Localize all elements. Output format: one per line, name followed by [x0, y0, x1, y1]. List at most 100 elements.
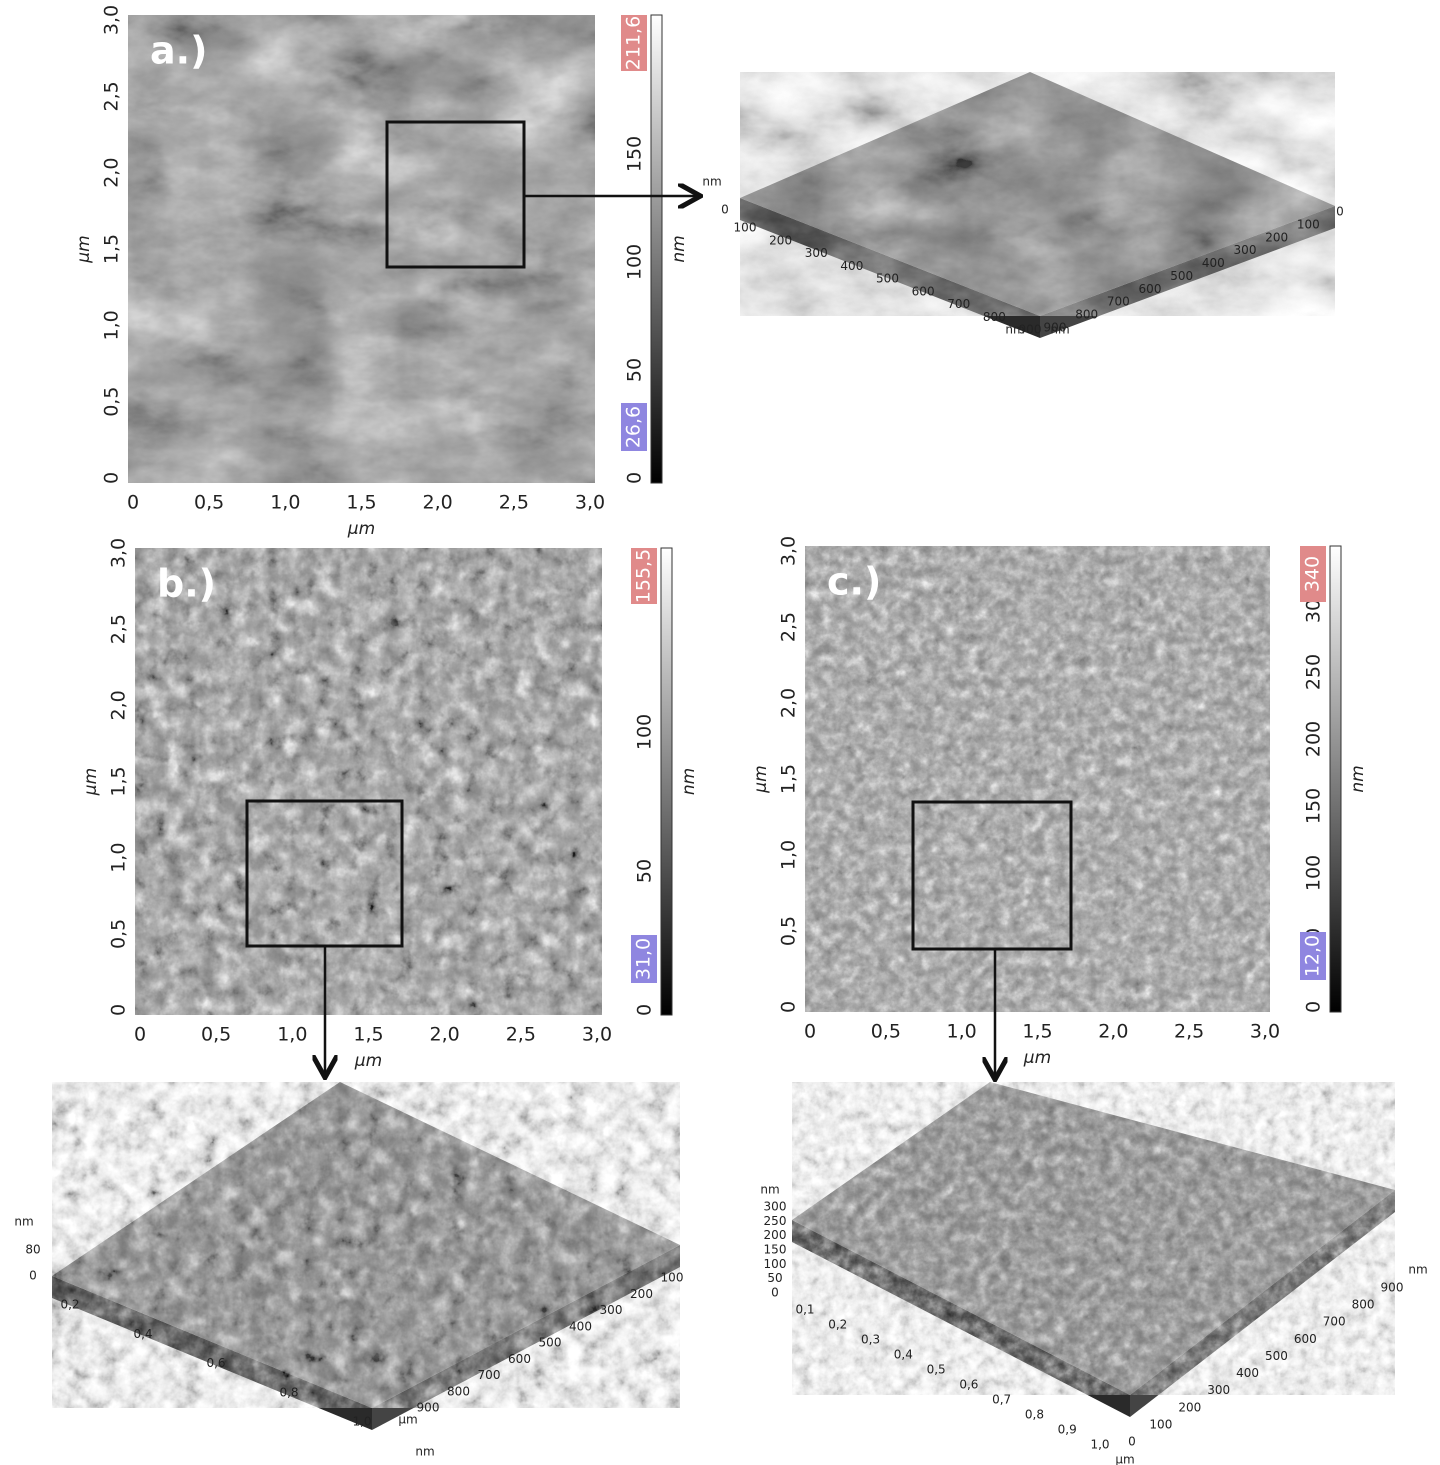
z-tick-label: 300 [764, 1200, 787, 1214]
x-tick-label: 0,5 [871, 1021, 901, 1043]
z-tick-label: 0 [29, 1269, 37, 1283]
axis-tick-label: 0,4 [894, 1348, 913, 1362]
y-axis-label: µm [751, 765, 771, 793]
left-unit: µm [398, 1413, 417, 1427]
colorbar-tick-label: 100 [634, 714, 656, 750]
surface-side [52, 1276, 372, 1430]
y-tick-label: 1,0 [101, 310, 123, 340]
z-tick-label: 0 [771, 1286, 779, 1300]
axis-tick-label: 300 [1234, 243, 1257, 257]
y-tick-label: 0 [778, 1001, 800, 1013]
surface-side [1040, 206, 1335, 338]
surface-side [740, 198, 1040, 338]
axis-tick-label: 400 [840, 259, 863, 273]
y-tick-label: 3,0 [101, 5, 123, 35]
axis-tick-label: 0,3 [861, 1333, 880, 1347]
colorbar-unit: nm [679, 768, 699, 795]
axis-tick-label: 800 [1075, 308, 1098, 322]
y-tick-label: 1,5 [778, 764, 800, 794]
panel-label: b.) [157, 562, 216, 606]
axis-tick-label: 500 [1170, 269, 1193, 283]
x-tick-label: 3,0 [575, 492, 605, 514]
y-tick-label: 3,0 [778, 536, 800, 566]
colorbar-tick-label: 50 [624, 358, 646, 382]
x-tick-label: 2,5 [1174, 1021, 1204, 1043]
x-tick-label: 0 [134, 1024, 146, 1046]
x-axis-label: µm [347, 519, 375, 539]
axis-tick-label: 300 [600, 1303, 623, 1317]
axis-tick-label: 0,9 [1058, 1423, 1077, 1437]
x-tick-label: 0 [804, 1021, 816, 1043]
axis-tick-label: 200 [769, 233, 792, 247]
surface-texture [792, 1082, 1395, 1395]
colorbar [660, 547, 673, 1016]
colorbar [650, 14, 663, 484]
afm-texture [128, 15, 595, 483]
afm-texture [805, 546, 1270, 1012]
axis-tick-label: 1,0 [352, 1415, 371, 1429]
axis-tick-label: 0,7 [992, 1393, 1011, 1407]
axis-tick-label: 900 [1381, 1281, 1404, 1295]
y-axis-label: µm [74, 235, 94, 263]
afm-texture [135, 548, 602, 1015]
axis-tick-label: 500 [1265, 1349, 1288, 1363]
y-tick-label: 0 [108, 1004, 130, 1016]
colorbar-min-box [1300, 932, 1326, 980]
colorbar-tick-label: 100 [1303, 855, 1325, 891]
y-tick-label: 1,0 [778, 840, 800, 870]
colorbar-max: 155,5 [633, 549, 655, 603]
z-tick-label: 80 [25, 1243, 40, 1257]
axis-tick-label: 600 [1139, 282, 1162, 296]
axis-tick-label: 900 [417, 1401, 440, 1415]
right-unit: nm [415, 1445, 434, 1459]
z-tick-label: 50 [767, 1271, 782, 1285]
axis-tick-label: 0,8 [1025, 1408, 1044, 1422]
x-tick-label: 3,0 [1250, 1021, 1280, 1043]
axis-tick-label: 200 [1178, 1400, 1201, 1414]
axis-tick-label: 600 [1294, 1332, 1317, 1346]
x-tick-label: 1,5 [1022, 1021, 1052, 1043]
axis-tick-label: 1,0 [1090, 1438, 1109, 1452]
y-tick-label: 3,0 [108, 538, 130, 568]
y-tick-label: 0 [101, 472, 123, 484]
y-tick-label: 2,0 [778, 688, 800, 718]
colorbar-tick-label: 0 [1303, 1001, 1325, 1013]
axis-tick-label: 0,5 [927, 1363, 946, 1377]
x-axis-label: µm [354, 1051, 382, 1071]
axis-tick-label: 900 [1044, 321, 1067, 335]
axis-tick-label: 500 [539, 1336, 562, 1350]
y-tick-label: 0,5 [108, 919, 130, 949]
colorbar-tick-label: 150 [1303, 788, 1325, 824]
z-unit: nm [702, 175, 721, 189]
zoom-box [385, 120, 526, 269]
panel-label: a.) [150, 29, 207, 73]
axis-tick-label: 200 [630, 1287, 653, 1301]
axis-tick-label: 800 [1352, 1298, 1375, 1312]
surface-side [792, 1220, 1130, 1417]
colorbar-max-box [631, 548, 657, 604]
x-tick-label: 2,0 [430, 1024, 460, 1046]
zoom-box [911, 800, 1073, 951]
axis-tick-label: 0,8 [279, 1385, 298, 1399]
colorbar-max: 340 [1302, 556, 1324, 592]
y-tick-label: 2,5 [101, 81, 123, 111]
colorbar-min-box [621, 403, 647, 451]
axis-tick-label: 0,2 [828, 1318, 847, 1332]
colorbar-max-box [1300, 546, 1326, 602]
surface-side [1130, 1190, 1395, 1417]
y-tick-label: 2,5 [108, 614, 130, 644]
y-tick-label: 2,0 [101, 158, 123, 188]
y-tick-label: 0,5 [101, 387, 123, 417]
y-axis-label: µm [81, 768, 101, 796]
z-tick-label: 0 [721, 203, 729, 217]
panel-label: c.) [827, 560, 881, 604]
axis-tick-label: 700 [947, 297, 970, 311]
axis-tick-label: 0 [1336, 205, 1344, 219]
axis-tick-label: 500 [876, 272, 899, 286]
colorbar-unit: nm [669, 235, 689, 262]
z-unit: nm [760, 1183, 779, 1197]
x-tick-label: 0,5 [194, 492, 224, 514]
colorbar-tick-label: 0 [624, 472, 646, 484]
axis-tick-label: 800 [447, 1384, 470, 1398]
